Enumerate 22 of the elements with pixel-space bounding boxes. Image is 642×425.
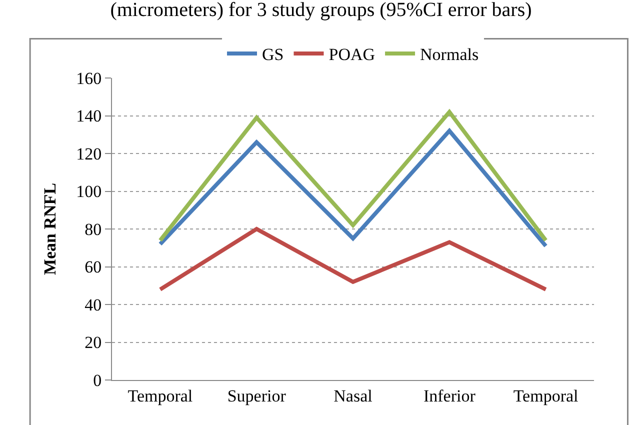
legend-label: Normals	[420, 45, 479, 64]
x-tick-label: Inferior	[423, 386, 476, 406]
y-tick-label: 80	[84, 220, 102, 239]
chart-title: (micrometers) for 3 study groups (95%CI error bars)	[110, 0, 532, 22]
y-tick-label: 140	[76, 106, 102, 126]
x-tick-label: Temporal	[128, 386, 193, 406]
y-tick-label: 120	[76, 144, 102, 164]
legend-label: POAG	[328, 45, 376, 64]
x-tick-label: Nasal	[334, 386, 373, 406]
line-series	[158, 128, 548, 248]
legend-label: GS	[262, 45, 284, 64]
y-tick-label: 0	[93, 370, 102, 390]
y-tick-label: 60	[84, 258, 102, 277]
x-tick-label: Temporal	[513, 386, 579, 406]
line-series	[158, 110, 548, 242]
y-tick-label: 160	[76, 68, 102, 88]
x-tick-label: Superior	[227, 386, 286, 406]
y-tick-label: 40	[84, 295, 102, 314]
y-axis-title: Mean RNFL	[40, 182, 60, 276]
line-series	[158, 227, 548, 292]
y-tick-label: 20	[84, 333, 102, 352]
y-tick-label: 100	[76, 182, 102, 202]
